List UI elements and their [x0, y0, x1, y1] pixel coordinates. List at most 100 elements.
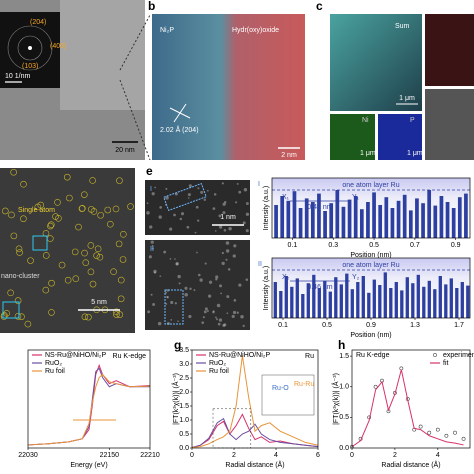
bar: [301, 294, 305, 318]
line: [27, 367, 150, 446]
atom-marker: [42, 252, 50, 259]
bar: [335, 190, 340, 238]
texture-dot: [178, 282, 181, 285]
x-tick-label: 1.7: [454, 322, 464, 329]
bar: [378, 205, 383, 238]
data-point: [444, 433, 449, 438]
bar: [433, 205, 438, 238]
scale-label: 1 μm: [399, 95, 415, 102]
texture-dot: [184, 286, 188, 290]
x-tick-label: 0: [350, 452, 354, 459]
atom-marker: [48, 279, 55, 287]
texture-dot: [193, 289, 196, 292]
texture-dot: [212, 207, 216, 210]
texture-dot: [232, 310, 237, 315]
texture-dot: [154, 186, 156, 189]
texture-dot: [146, 211, 150, 215]
texture-dot: [217, 322, 221, 326]
texture-dot: [206, 189, 209, 192]
phase-label: Hydr(oxy)oxide: [232, 27, 279, 34]
texture-dot: [225, 249, 230, 253]
eds-ni: [330, 114, 375, 160]
atom-marker: [112, 205, 120, 213]
plot-background: [272, 258, 470, 318]
y-tick-label: 2.5: [179, 375, 189, 382]
bar: [306, 283, 310, 318]
atom-marker: [107, 220, 114, 228]
legend-label: NS-Ru@NiHO/Ni₂P: [45, 352, 106, 359]
atom-marker: [117, 276, 125, 284]
scale-label: 2 nm: [281, 152, 297, 159]
atom-marker: [52, 213, 59, 220]
bar: [274, 205, 278, 238]
texture-dot: [173, 213, 176, 217]
bar: [389, 288, 393, 318]
texture-dot: [216, 318, 218, 321]
texture-dot: [169, 227, 173, 231]
texture-dot: [245, 202, 249, 206]
texture-dot: [218, 214, 222, 218]
bar: [464, 193, 468, 238]
plot-frame: [27, 349, 151, 449]
atom-marker: [97, 211, 104, 219]
image-mark: II: [150, 246, 154, 253]
bar: [298, 208, 303, 238]
line: [27, 363, 151, 446]
legend-label: Ru foil: [209, 368, 229, 375]
cluster-box: [2, 301, 20, 319]
texture-dot: [235, 201, 238, 204]
bar: [384, 197, 389, 238]
x-tick-label: 0: [190, 452, 194, 459]
bar: [394, 282, 398, 318]
atom-marker: [89, 177, 96, 184]
texture-dot: [180, 212, 185, 216]
texture-dot: [236, 311, 239, 314]
bar: [356, 282, 360, 318]
y-tick-label: 0.0: [339, 445, 349, 452]
texture-dot: [195, 205, 199, 209]
x-tick-label: 0.3: [328, 242, 338, 249]
atom-marker: [110, 268, 117, 276]
bar: [416, 274, 420, 318]
eds-p: [378, 114, 422, 160]
texture-dot: [148, 255, 152, 259]
texture-dot: [240, 315, 244, 319]
saed-ring: [17, 35, 43, 61]
panel-mark: II: [258, 261, 262, 268]
y-tick-label: 0.5: [339, 414, 349, 421]
atom-marker: [16, 249, 23, 256]
x-tick-label: 0.9: [366, 322, 376, 329]
x-tick-label: 0.7: [410, 242, 420, 249]
annotation: X₁: [282, 194, 290, 201]
atom-marker: [8, 211, 15, 219]
phase-label: Ni₂P: [160, 27, 174, 34]
map-label: P: [410, 117, 415, 124]
bar: [444, 284, 448, 318]
bar: [341, 206, 346, 238]
scale-label: 5 nm: [91, 299, 107, 306]
bar: [433, 289, 437, 318]
texture-dot: [226, 312, 229, 315]
image-mark: I: [150, 186, 152, 193]
bar: [295, 278, 299, 318]
legend-label: RuO₂: [209, 360, 226, 367]
texture-dot: [222, 323, 226, 327]
y-tick-label: 1.0: [339, 384, 349, 391]
x-tick-label: 0.5: [369, 242, 379, 249]
scale-label: 1 μm: [360, 150, 376, 157]
texture-dot: [150, 240, 154, 244]
texture-dot: [174, 302, 177, 305]
texture-dot: [225, 241, 230, 245]
atom-marker: [87, 268, 95, 276]
texture-dot: [199, 278, 203, 282]
bar: [383, 272, 387, 318]
x-axis-label: Position (nm): [350, 252, 391, 259]
atom-marker: [66, 194, 73, 202]
plot-frame: [191, 349, 319, 449]
bar: [317, 193, 321, 238]
texture-dot: [184, 292, 188, 297]
texture-dot: [242, 324, 245, 328]
atom-marker: [20, 180, 27, 188]
texture-dot: [197, 273, 201, 277]
texture-dot: [221, 251, 224, 255]
